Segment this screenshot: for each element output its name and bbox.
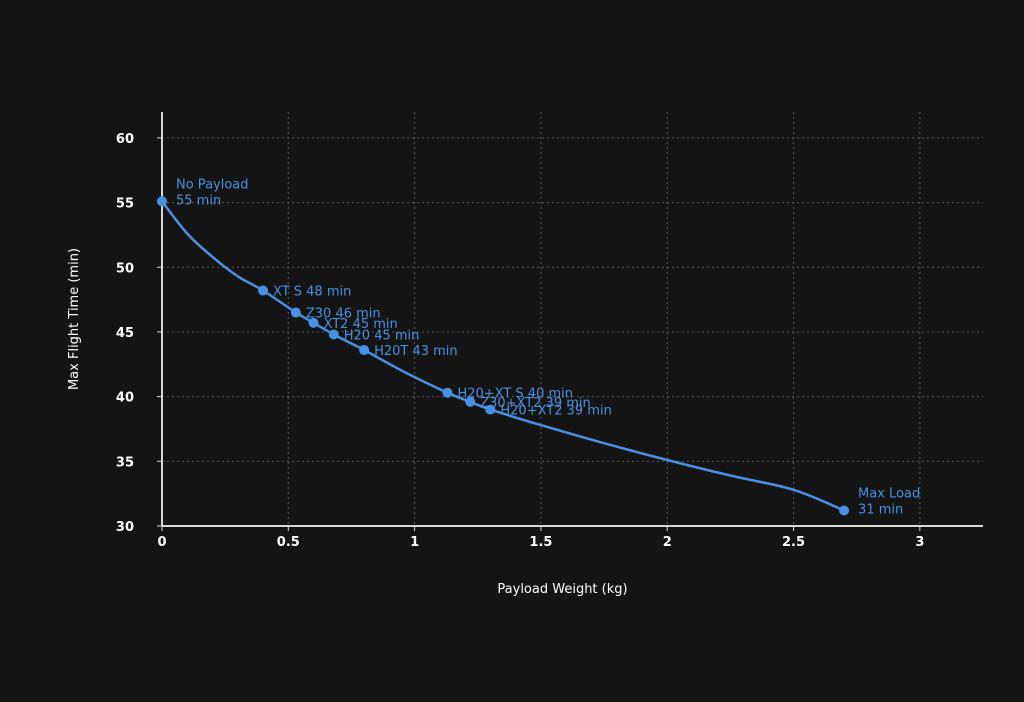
data-point-label-line: 31 min: [858, 502, 903, 517]
data-point-label: XT2 45 min: [324, 317, 398, 332]
data-point-label: Z30+XT2 39 min: [480, 396, 591, 411]
data-point-label-line: No Payload: [176, 177, 249, 192]
data-point-label-line: H20 45 min: [344, 329, 420, 344]
data-point-label-line: XT2 45 min: [324, 317, 398, 332]
data-point: [290, 307, 301, 318]
y-tick-label: 40: [116, 391, 134, 406]
tick-labels: 0 0.5 1 1.5 2 2.5 3 30 35 40 45 50 55 60: [116, 132, 924, 550]
data-point-label-line: Max Load: [858, 486, 920, 501]
data-point-label: No Payload 55 min: [176, 177, 249, 208]
data-point: [485, 404, 496, 415]
y-tick-label: 50: [116, 261, 134, 276]
x-axis-title: Payload Weight (kg): [497, 582, 627, 597]
axes: [161, 112, 983, 527]
data-point: [359, 345, 370, 356]
y-tick-label: 45: [116, 326, 134, 341]
x-tick-label: 2.5: [782, 535, 805, 550]
data-point: [157, 196, 167, 207]
data-point-label-line: XT S 48 min: [273, 285, 351, 300]
x-tick-label: 0: [157, 535, 166, 550]
data-point: [442, 387, 453, 398]
data-point-label-line: H20+XT2 39 min: [500, 404, 611, 419]
data-point: [258, 285, 269, 296]
data-point-label: H20T 43 min: [374, 344, 458, 359]
data-point: [308, 317, 319, 328]
data-point-label-line: Z30+XT2 39 min: [480, 396, 591, 411]
y-axis-title: Max Flight Time (min): [67, 248, 82, 390]
data-point-label: XT S 48 min: [273, 285, 351, 300]
x-tick-label: 2: [663, 535, 672, 550]
data-point: [328, 329, 339, 340]
data-point-label-line: 55 min: [176, 193, 221, 208]
x-tick-label: 1: [410, 535, 419, 550]
data-point-label: H20 45 min: [344, 329, 420, 344]
x-tick-label: 3: [915, 535, 924, 550]
x-tick-label: 1.5: [529, 535, 552, 550]
data-point-label: Z30 46 min: [306, 307, 381, 322]
data-point-label: Max Load 31 min: [858, 486, 920, 517]
data-point-label: H20+XT2 39 min: [500, 404, 611, 419]
y-tick-label: 60: [116, 132, 134, 147]
flight-time-curve: [161, 200, 845, 512]
y-tick-label: 35: [116, 455, 134, 470]
data-point-label-line: H20+XT S 40 min: [457, 387, 573, 402]
data-point: [839, 505, 850, 516]
data-point-label-line: H20T 43 min: [374, 344, 458, 359]
y-tick-label: 30: [116, 520, 134, 535]
point-labels: No Payload 55 min XT S 48 min Z30 46 minXT2…: [176, 177, 920, 517]
x-tick-label: 0.5: [277, 535, 300, 550]
y-tick-label: 55: [116, 197, 134, 212]
data-point-label-line: Z30 46 min: [306, 307, 381, 322]
grid-lines: [162, 112, 983, 526]
data-points: [157, 196, 850, 516]
data-point: [465, 396, 476, 407]
data-point-label: H20+XT S 40 min: [457, 387, 573, 402]
